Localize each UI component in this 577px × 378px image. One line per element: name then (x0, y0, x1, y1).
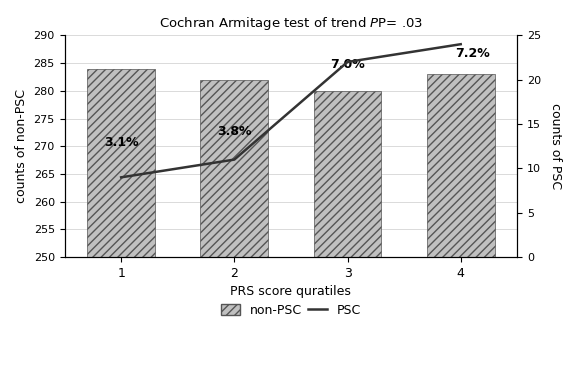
Text: 7.0%: 7.0% (330, 58, 365, 71)
Text: 3.8%: 3.8% (217, 125, 252, 138)
Bar (200, 80, 268, 378)
Bar (427, 74, 494, 378)
Text: 7.2%: 7.2% (455, 47, 489, 60)
X-axis label: PRS score quratiles: PRS score quratiles (230, 285, 351, 299)
Y-axis label: counts of non-PSC: counts of non-PSC (15, 89, 28, 203)
Text: 3.1%: 3.1% (104, 136, 138, 149)
Bar (313, 91, 381, 378)
Title: Cochran Armitage test of trend $\mathit{P}$P= .03: Cochran Armitage test of trend $\mathit{… (159, 15, 423, 32)
Bar (87, 69, 155, 378)
Legend: non-PSC, PSC: non-PSC, PSC (216, 299, 366, 322)
Y-axis label: counts of PSC: counts of PSC (549, 103, 562, 189)
